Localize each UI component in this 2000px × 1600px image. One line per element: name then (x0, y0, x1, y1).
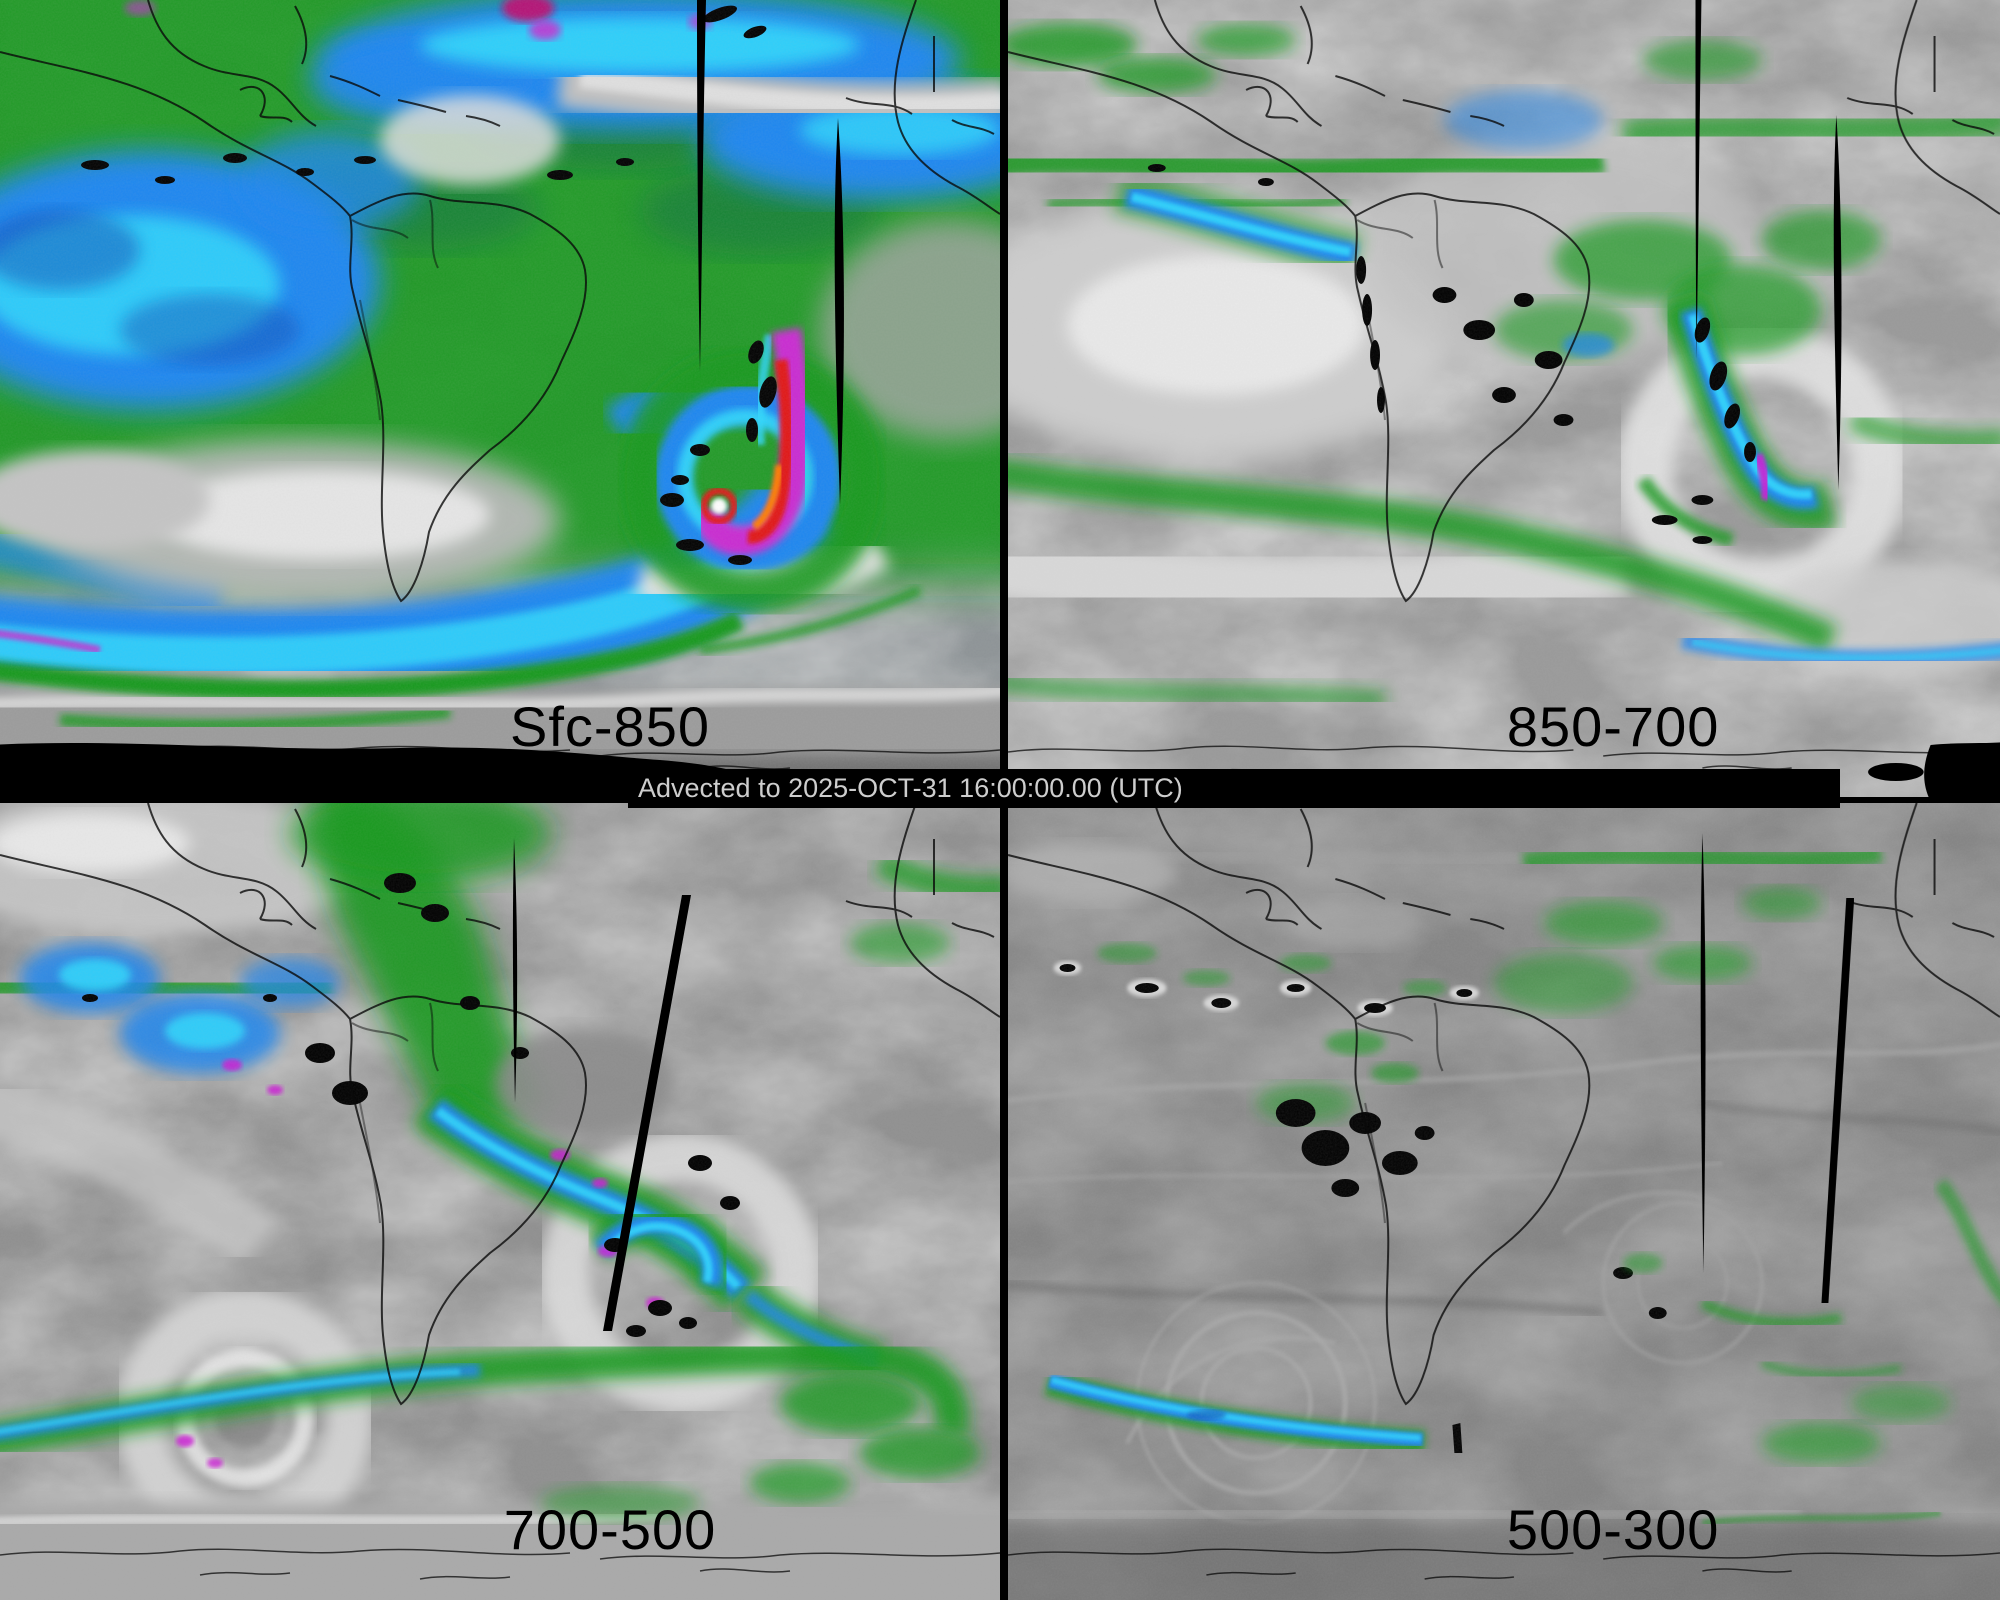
panel-sfc-850: Sfc-850 (0, 0, 1000, 797)
satellite-map-700-500 (0, 803, 1000, 1600)
panel-500-300: 500-300 (1008, 803, 2000, 1600)
panel-label-850-700: 850-700 (1506, 695, 1720, 758)
satellite-map-850-700 (1008, 0, 2000, 797)
panel-label-500-300: 500-300 (1506, 1498, 1720, 1561)
panel-700-500: 700-500 (0, 803, 1000, 1600)
satellite-map-sfc-850 (0, 0, 1000, 797)
panel-850-700: 850-700 (1008, 0, 2000, 797)
timestamp-banner: Advected to 2025-OCT-31 16:00:00.00 (UTC… (628, 769, 1840, 808)
timestamp-text: Advected to 2025-OCT-31 16:00:00.00 (UTC… (638, 773, 1183, 803)
satellite-map-500-300 (1008, 803, 2000, 1600)
panel-label-sfc-850: Sfc-850 (510, 695, 710, 758)
panel-label-700-500: 700-500 (503, 1498, 717, 1561)
